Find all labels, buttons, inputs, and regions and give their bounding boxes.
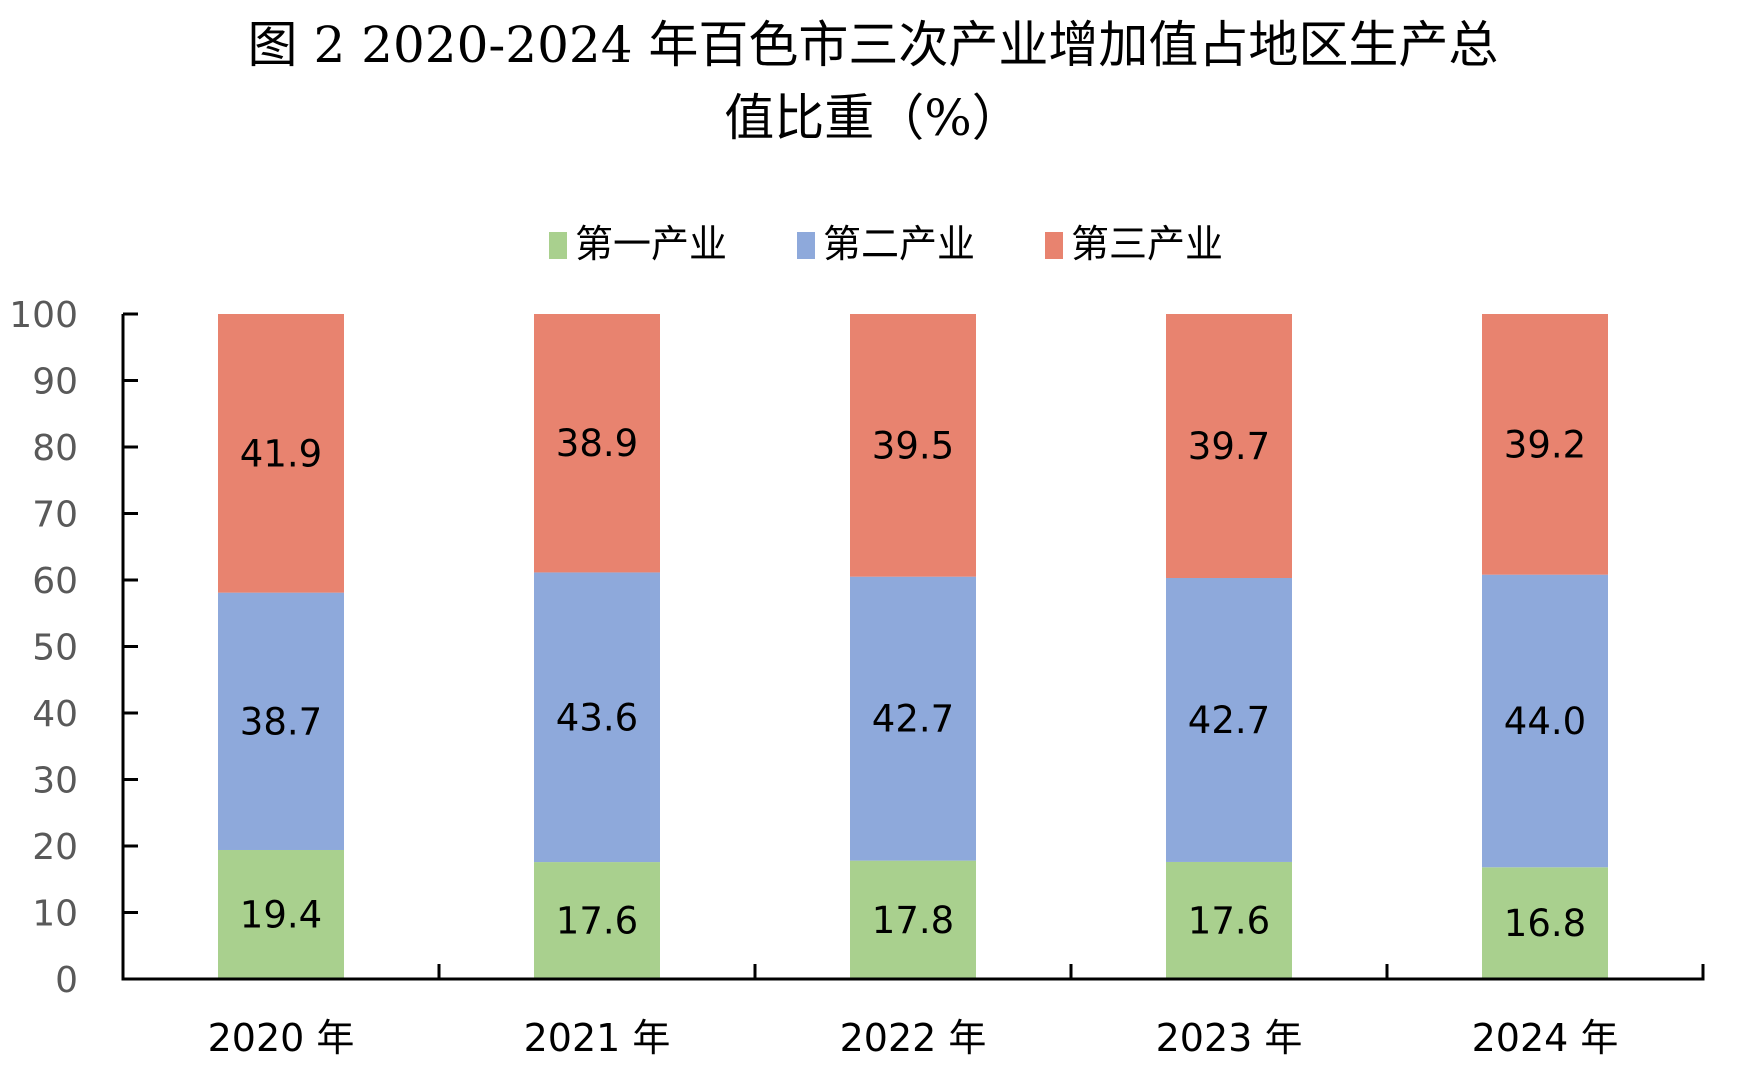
legend-swatch-primary [549, 232, 567, 259]
bar-segment-primary-2023年 [1166, 861, 1292, 979]
bar-segment-primary-2021年 [534, 862, 660, 979]
legend-label-tertiary: 第三产业 [1071, 222, 1223, 266]
x-tick-label: 2022 年 [840, 1016, 987, 1060]
data-label: 43.6 [556, 696, 638, 739]
legend-label-primary: 第一产业 [575, 222, 727, 266]
y-tick-label: 70 [32, 495, 78, 536]
y-tick-label: 100 [9, 295, 78, 336]
y-tick-label: 40 [32, 694, 78, 735]
chart-title-line-2: 值比重（%） [724, 89, 1022, 147]
data-label: 38.9 [556, 422, 638, 465]
data-label: 17.6 [556, 900, 638, 943]
y-tick-label: 50 [32, 628, 78, 669]
data-label: 44.0 [1504, 700, 1586, 743]
bar-segment-secondary-2024年 [1482, 574, 1608, 868]
y-axis: 0 10 20 30 40 50 60 70 80 90 100 [9, 295, 138, 1001]
data-label: 17.8 [872, 899, 954, 942]
y-tick-label: 90 [32, 362, 78, 403]
x-tick-label: 2024 年 [1472, 1016, 1619, 1060]
data-label: 17.6 [1188, 899, 1270, 942]
data-label: 39.5 [872, 424, 954, 467]
data-label: 39.2 [1504, 423, 1586, 466]
data-label: 41.9 [240, 432, 322, 475]
chart-title-line-1: 图 2 2020-2024 年百色市三次产业增加值占地区生产总 [248, 16, 1499, 74]
bar-segment-secondary-2021年 [534, 572, 660, 863]
legend-label-secondary: 第二产业 [823, 222, 975, 266]
y-tick-label: 10 [32, 894, 78, 935]
data-label: 42.7 [1188, 699, 1270, 742]
bar-segment-primary-2022年 [850, 860, 976, 979]
legend: 第一产业 第二产业 第三产业 [549, 222, 1223, 266]
data-label: 42.7 [872, 698, 954, 741]
data-label: 16.8 [1504, 902, 1586, 945]
data-label: 38.7 [240, 700, 322, 743]
x-tick-label: 2021 年 [524, 1016, 671, 1060]
bar-segment-tertiary-2023年 [1166, 314, 1292, 579]
data-label: 19.4 [240, 893, 322, 936]
x-axis: 2020 年 2021 年 2022 年 2023 年 2024 年 [121, 964, 1705, 1060]
legend-swatch-secondary [797, 232, 815, 259]
bar-segment-tertiary-2021年 [534, 314, 660, 573]
legend-swatch-tertiary [1045, 232, 1063, 259]
bar-segment-secondary-2022年 [850, 576, 976, 861]
y-tick-label: 20 [32, 827, 78, 868]
bar-segment-primary-2024年 [1482, 867, 1608, 979]
bar-segment-tertiary-2024年 [1482, 314, 1608, 575]
data-labels: 19.4 38.7 41.9 17.6 43.6 38.9 17.8 42.7 39.5 17.6… [240, 422, 1586, 945]
x-tick-label: 2020 年 [208, 1016, 355, 1060]
y-tick-label: 30 [32, 761, 78, 802]
bar-segment-tertiary-2022年 [850, 314, 976, 577]
y-tick-label: 80 [32, 428, 78, 469]
x-tick-label: 2023 年 [1156, 1016, 1303, 1060]
bar-segment-secondary-2023年 [1166, 578, 1292, 862]
y-tick-label: 60 [32, 561, 78, 602]
bar-segment-secondary-2020年 [218, 592, 344, 850]
y-tick-label: 0 [55, 960, 78, 1001]
data-label: 39.7 [1188, 425, 1270, 468]
bars [218, 314, 1608, 979]
bar-segment-primary-2020年 [218, 849, 344, 979]
bar-segment-tertiary-2020年 [218, 314, 344, 593]
